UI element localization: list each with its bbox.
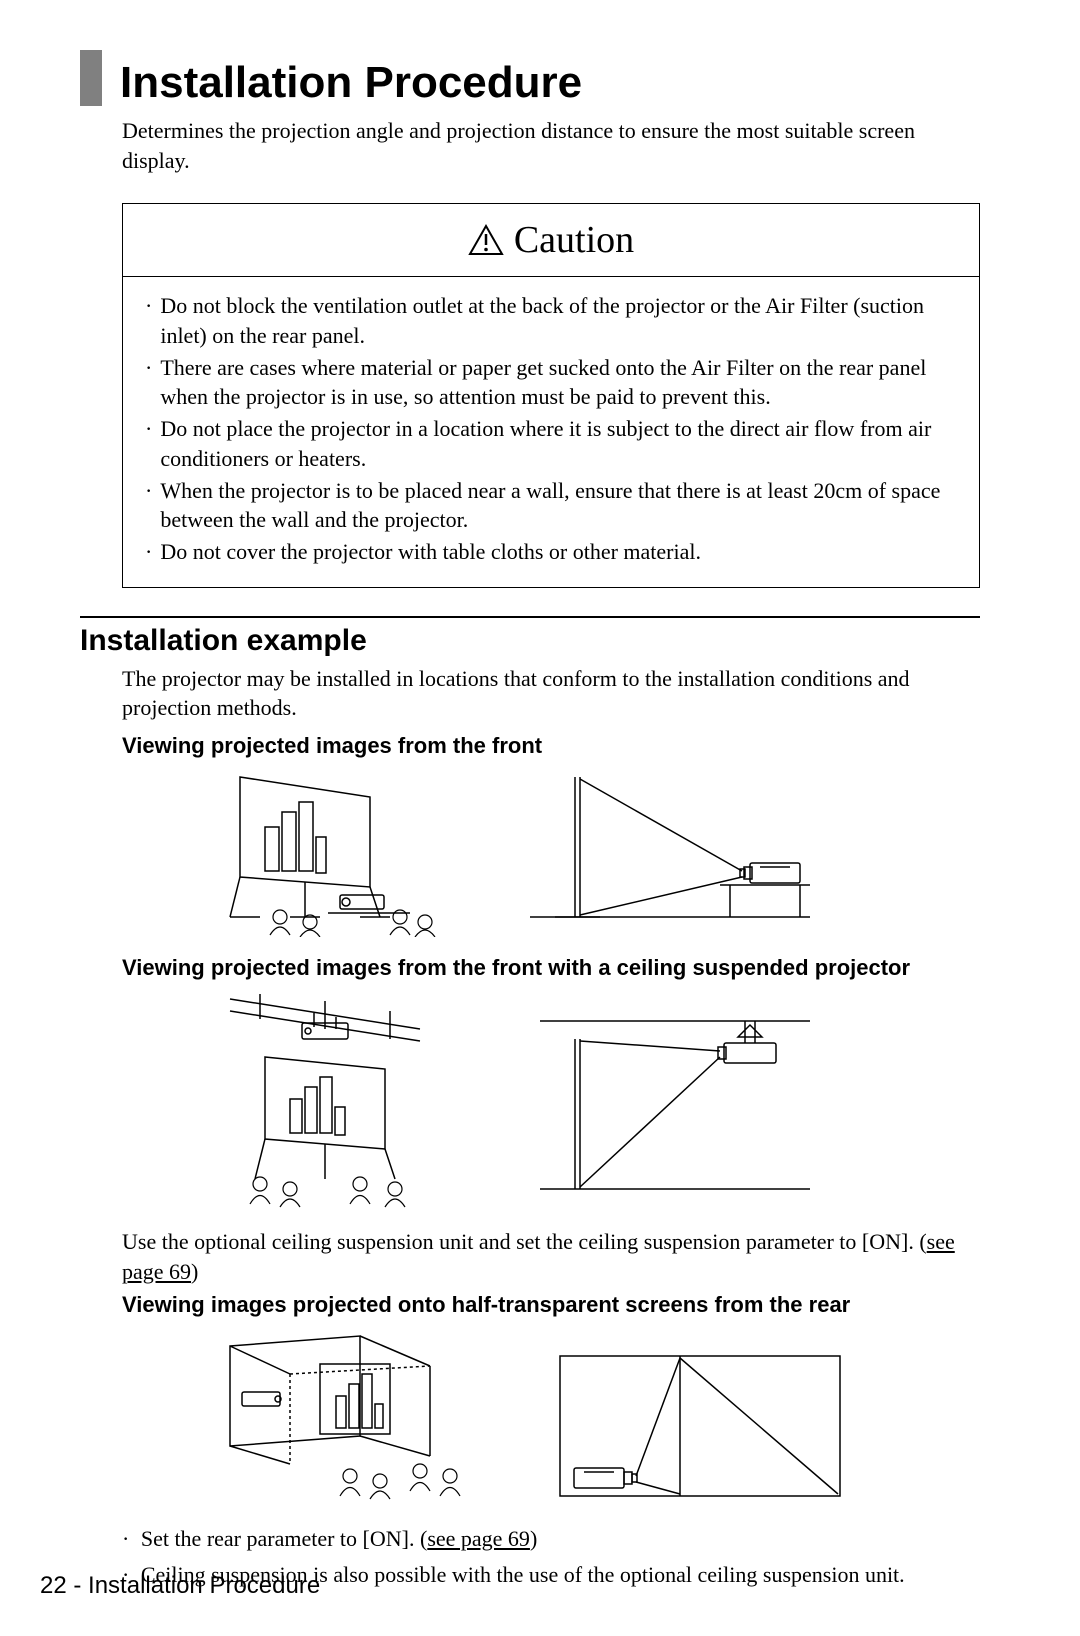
- bullet-dot: ·: [145, 291, 152, 350]
- caution-heading: Caution: [123, 204, 979, 277]
- figure-row-ceiling: [210, 989, 980, 1209]
- figure-row-rear: [210, 1326, 980, 1506]
- figure-row-front: [210, 767, 980, 937]
- figure-ceiling-side: [520, 1009, 820, 1209]
- caution-item: ·When the projector is to be placed near…: [145, 476, 957, 535]
- page-title: Installation Procedure: [120, 60, 582, 106]
- caution-item: ·Do not place the projector in a locatio…: [145, 414, 957, 473]
- bullet-dot: ·: [145, 414, 152, 473]
- footer-label: Installation Procedure: [88, 1572, 320, 1599]
- caution-item-text: There are cases where material or paper …: [160, 353, 957, 412]
- caution-item-text: Do not place the projector in a location…: [160, 414, 957, 473]
- subheading-front: Viewing projected images from the front: [122, 733, 980, 759]
- footer-page-number: 22: [40, 1572, 67, 1599]
- figure-ceiling-perspective: [210, 989, 440, 1209]
- ceiling-note-post: ): [191, 1259, 198, 1284]
- caution-item: ·There are cases where material or paper…: [145, 353, 957, 412]
- subheading-ceiling: Viewing projected images from the front …: [122, 955, 980, 981]
- section-divider: [80, 616, 980, 618]
- intro-text: Determines the projection angle and proj…: [122, 116, 980, 175]
- ceiling-note-pre: Use the optional ceiling suspension unit…: [122, 1229, 927, 1254]
- bullet-dot: ·: [122, 1526, 129, 1551]
- rear-bullet-1-pre: Set the rear parameter to [ON]. (: [141, 1526, 427, 1551]
- bullet-dot: ·: [145, 537, 152, 567]
- see-page-link[interactable]: see page 69: [427, 1526, 530, 1551]
- caution-item-text: When the projector is to be placed near …: [160, 476, 957, 535]
- caution-item-text: Do not cover the projector with table cl…: [160, 537, 701, 567]
- warning-triangle-icon: [468, 224, 504, 256]
- figure-rear-perspective: [210, 1326, 470, 1506]
- caution-box: Caution ·Do not block the ventilation ou…: [122, 203, 980, 587]
- caution-item: ·Do not block the ventilation outlet at …: [145, 291, 957, 350]
- rear-bullet-1-post: ): [530, 1526, 537, 1551]
- page-footer: 22 - Installation Procedure: [40, 1572, 320, 1600]
- footer-sep: -: [67, 1572, 88, 1599]
- figure-front-perspective: [210, 767, 440, 937]
- bullet-dot: ·: [145, 476, 152, 535]
- bullet-dot: ·: [145, 353, 152, 412]
- figure-front-side: [520, 767, 820, 937]
- title-accent-block: [80, 50, 102, 106]
- section-intro: The projector may be installed in locati…: [122, 664, 980, 723]
- figure-rear-side: [550, 1346, 850, 1506]
- caution-heading-text: Caution: [514, 219, 634, 261]
- subheading-rear: Viewing images projected onto half-trans…: [122, 1292, 980, 1318]
- caution-body: ·Do not block the ventilation outlet at …: [123, 277, 979, 586]
- caution-item-text: Do not block the ventilation outlet at t…: [160, 291, 957, 350]
- ceiling-note: Use the optional ceiling suspension unit…: [122, 1227, 980, 1286]
- section-heading: Installation example: [80, 624, 980, 658]
- caution-item: · Do not cover the projector with table c…: [145, 537, 957, 567]
